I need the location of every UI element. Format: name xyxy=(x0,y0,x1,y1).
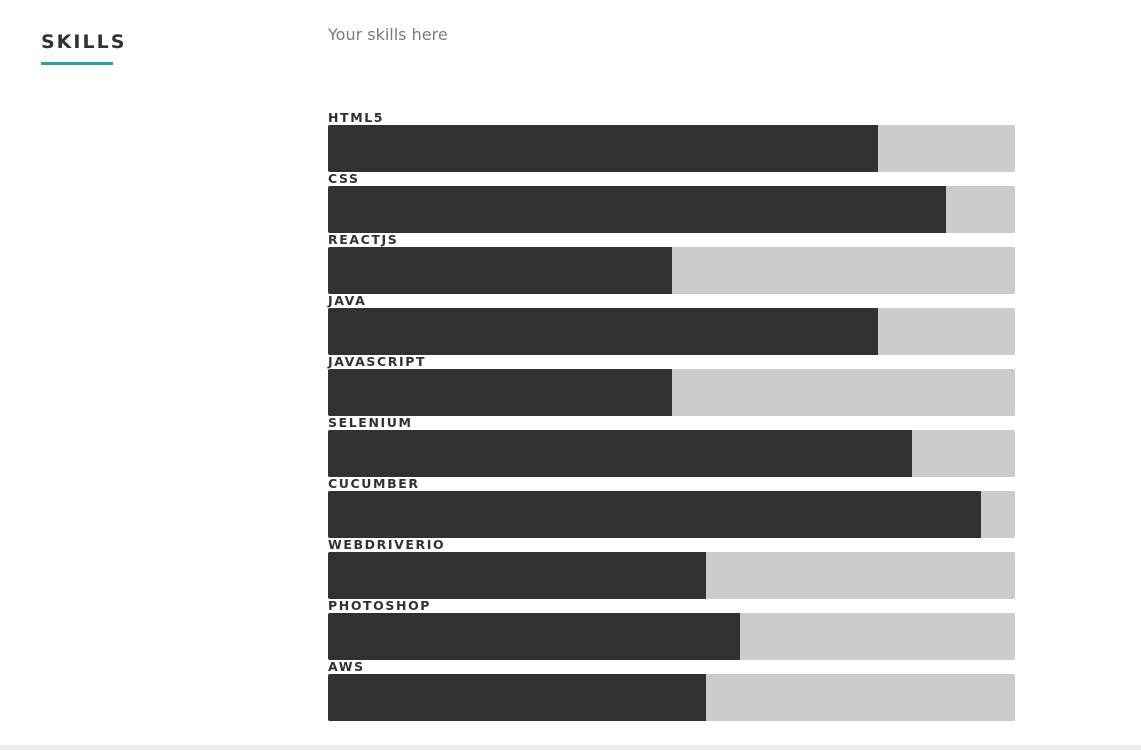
skill-bar-track xyxy=(328,552,1015,599)
skill-bar-fill xyxy=(328,674,706,721)
footer-strip xyxy=(0,745,1141,750)
skill-item: AWS xyxy=(328,659,1015,721)
skill-label: JAVA xyxy=(328,293,367,308)
skill-bar-fill xyxy=(328,369,672,416)
skill-bar-fill xyxy=(328,308,878,355)
skill-bar-fill xyxy=(328,430,912,477)
section-heading: SKILLS xyxy=(41,31,127,53)
skill-label: CSS xyxy=(328,171,360,186)
skill-item: CSS xyxy=(328,171,1015,233)
skill-bar-track xyxy=(328,125,1015,172)
skill-bar-fill xyxy=(328,186,947,233)
skill-item: REACTJS xyxy=(328,232,1015,294)
skill-label: AWS xyxy=(328,659,365,674)
skill-bar-track xyxy=(328,369,1015,416)
skill-item: PHOTOSHOP xyxy=(328,598,1015,660)
skill-bar-track xyxy=(328,430,1015,477)
skill-bar-track xyxy=(328,247,1015,294)
skill-label: SELENIUM xyxy=(328,415,413,430)
skill-bar-track xyxy=(328,308,1015,355)
skill-label: REACTJS xyxy=(328,232,399,247)
skill-label: CUCUMBER xyxy=(328,476,420,491)
skill-bar-fill xyxy=(328,247,672,294)
skill-item: CUCUMBER xyxy=(328,476,1015,538)
skill-bar-fill xyxy=(328,491,981,538)
skill-label: JAVASCRIPT xyxy=(328,354,427,369)
heading-underline xyxy=(41,62,113,65)
skill-item: WEBDRIVERIO xyxy=(328,537,1015,599)
skill-bar-fill xyxy=(328,613,741,660)
skills-list: HTML5 CSS REACTJS JAVA JAVASCRIPT SELENI… xyxy=(328,110,1015,721)
skill-item: JAVASCRIPT xyxy=(328,354,1015,416)
skill-bar-track xyxy=(328,613,1015,660)
skill-label: PHOTOSHOP xyxy=(328,598,432,613)
skill-item: JAVA xyxy=(328,293,1015,355)
skill-label: WEBDRIVERIO xyxy=(328,537,446,552)
skill-bar-track xyxy=(328,491,1015,538)
skill-item: HTML5 xyxy=(328,110,1015,172)
skill-bar-fill xyxy=(328,552,706,599)
skill-bar-track xyxy=(328,674,1015,721)
skill-item: SELENIUM xyxy=(328,415,1015,477)
skill-label: HTML5 xyxy=(328,110,385,125)
skill-bar-fill xyxy=(328,125,878,172)
skills-intro-text: Your skills here xyxy=(328,25,448,44)
skill-bar-track xyxy=(328,186,1015,233)
